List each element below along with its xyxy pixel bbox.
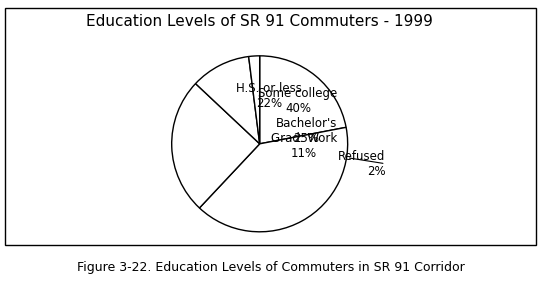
Wedge shape [260, 56, 346, 144]
Text: H.S. or less
22%: H.S. or less 22% [236, 82, 302, 110]
Text: Grad. Work
11%: Grad. Work 11% [270, 132, 337, 160]
Wedge shape [249, 56, 260, 144]
Text: Refused
2%: Refused 2% [338, 150, 386, 178]
Text: Bachelor's
25%: Bachelor's 25% [275, 117, 337, 145]
Wedge shape [195, 56, 260, 144]
Wedge shape [200, 127, 348, 232]
Text: Some college
40%: Some college 40% [258, 87, 338, 115]
Title: Education Levels of SR 91 Commuters - 1999: Education Levels of SR 91 Commuters - 19… [86, 14, 433, 28]
Wedge shape [171, 83, 260, 208]
Text: Figure 3-22. Education Levels of Commuters in SR 91 Corridor: Figure 3-22. Education Levels of Commute… [77, 261, 464, 274]
